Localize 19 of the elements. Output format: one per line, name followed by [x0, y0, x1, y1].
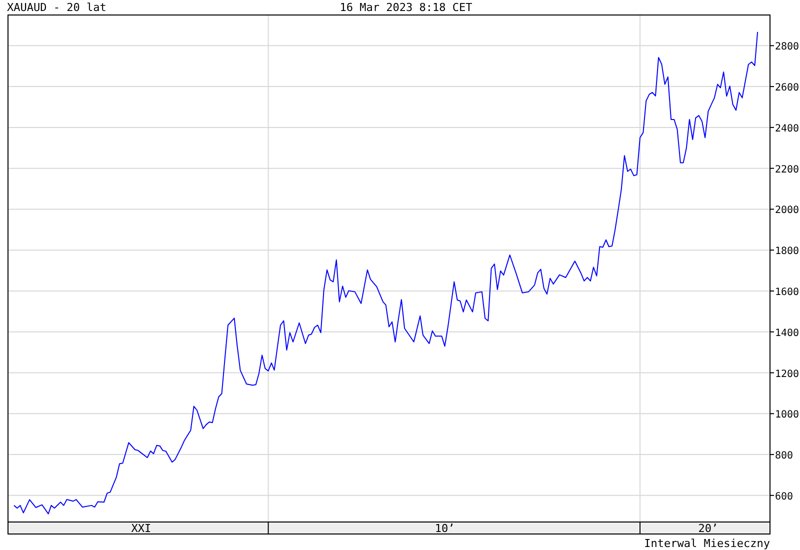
text: Interwal Miesieczny: [644, 537, 770, 550]
chart-subtitle: 16 Mar 2023 8:18 CET: [340, 1, 473, 14]
y-tick-label: 2000: [775, 205, 800, 216]
line-series: [14, 31, 758, 514]
x-tick-label: XXI: [131, 522, 152, 535]
chart-title: XAUAUD - 20 lat: [7, 1, 106, 14]
y-tick-label: 2200: [775, 164, 800, 176]
y-tick-label: 1400: [775, 328, 800, 339]
y-tick-label: 1600: [775, 286, 800, 298]
y-tick-label: 2400: [775, 123, 800, 134]
y-tick-label: 600: [775, 491, 794, 502]
y-tick-label: 1000: [775, 410, 800, 421]
y-tick-label: 1800: [775, 246, 800, 258]
y-tick-label: 1200: [775, 368, 800, 380]
x-tick-label: 20’: [698, 522, 718, 535]
y-tick-label: 2800: [775, 42, 800, 53]
x-tick-label: 10’: [434, 522, 455, 535]
y-tick-label: 2600: [775, 82, 800, 94]
y-tick-label: 800: [775, 450, 794, 462]
